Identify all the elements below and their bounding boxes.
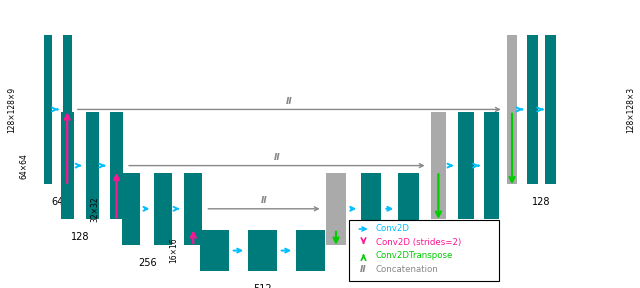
Bar bbox=[200, 230, 229, 271]
Text: 128×128×3: 128×128×3 bbox=[626, 86, 635, 132]
Bar bbox=[61, 112, 74, 219]
Text: Conv2D: Conv2D bbox=[376, 224, 410, 234]
Bar bbox=[110, 112, 123, 219]
Bar bbox=[63, 35, 72, 184]
Text: 64: 64 bbox=[51, 197, 64, 207]
Text: II: II bbox=[360, 265, 367, 274]
Bar bbox=[326, 173, 346, 245]
Text: 128×128×9: 128×128×9 bbox=[7, 86, 16, 132]
Bar bbox=[527, 35, 538, 184]
Text: 256: 256 bbox=[138, 258, 157, 268]
Text: II: II bbox=[260, 196, 268, 205]
Text: 256: 256 bbox=[464, 232, 483, 242]
Text: Conv2D (strides=2): Conv2D (strides=2) bbox=[376, 238, 461, 247]
Bar bbox=[44, 35, 52, 184]
Text: Concatenation: Concatenation bbox=[376, 265, 438, 274]
Bar bbox=[184, 173, 202, 245]
Bar bbox=[154, 173, 172, 245]
Text: 512: 512 bbox=[374, 258, 394, 268]
Bar bbox=[361, 173, 381, 245]
Text: 64×64: 64×64 bbox=[20, 153, 29, 179]
Text: 32×32: 32×32 bbox=[90, 196, 99, 221]
Text: 128: 128 bbox=[71, 232, 89, 242]
Bar bbox=[349, 220, 499, 281]
Text: 512: 512 bbox=[253, 284, 272, 288]
Bar bbox=[431, 112, 446, 219]
Bar bbox=[248, 230, 276, 271]
Bar bbox=[545, 35, 556, 184]
Text: II: II bbox=[286, 97, 292, 106]
Bar bbox=[86, 112, 99, 219]
Bar bbox=[484, 112, 499, 219]
Text: 16×16: 16×16 bbox=[170, 238, 179, 263]
Bar bbox=[507, 35, 517, 184]
Text: Conv2DTranspose: Conv2DTranspose bbox=[376, 251, 453, 260]
Bar bbox=[122, 173, 140, 245]
Text: 128: 128 bbox=[532, 197, 550, 207]
Bar bbox=[458, 112, 474, 219]
Bar bbox=[398, 173, 419, 245]
Text: II: II bbox=[273, 153, 280, 162]
Bar bbox=[296, 230, 325, 271]
